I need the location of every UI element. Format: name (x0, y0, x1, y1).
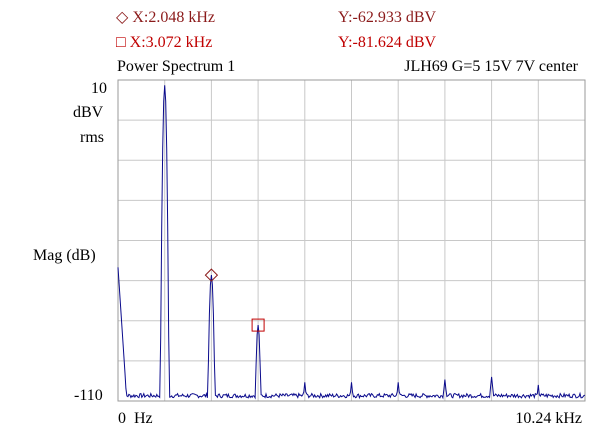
cursor2-x-readout: □ X:3.072 kHz (116, 34, 213, 51)
plot-grid (118, 80, 585, 401)
cursor1-diamond-marker[interactable] (204, 268, 219, 282)
diamond-icon: ◇ (116, 9, 129, 26)
y-axis-label: Mag (dB) (33, 247, 96, 264)
square-icon: □ (116, 34, 126, 51)
y-unit-line1: dBV (73, 104, 104, 121)
cursor1-y-readout: Y:-62.933 dBV (338, 9, 437, 26)
chart-title: Power Spectrum 1 (117, 58, 236, 75)
x-tick-right: 10.24 kHz (515, 410, 582, 427)
x-tick-left: 0 Hz (118, 410, 153, 427)
y-tick-bottom: -110 (74, 387, 103, 404)
cursor2-square-marker[interactable] (251, 318, 265, 332)
spectrum-trace (117, 85, 586, 400)
cursor2-y-readout: Y:-81.624 dBV (338, 34, 437, 51)
plot-frame (117, 79, 586, 402)
cursor1-x-readout: ◇ X:2.048 kHz (116, 9, 215, 26)
y-unit-line2: rms (80, 129, 104, 146)
chart-subtitle: JLH69 G=5 15V 7V center (404, 58, 578, 75)
y-tick-top: 10 (91, 80, 107, 97)
